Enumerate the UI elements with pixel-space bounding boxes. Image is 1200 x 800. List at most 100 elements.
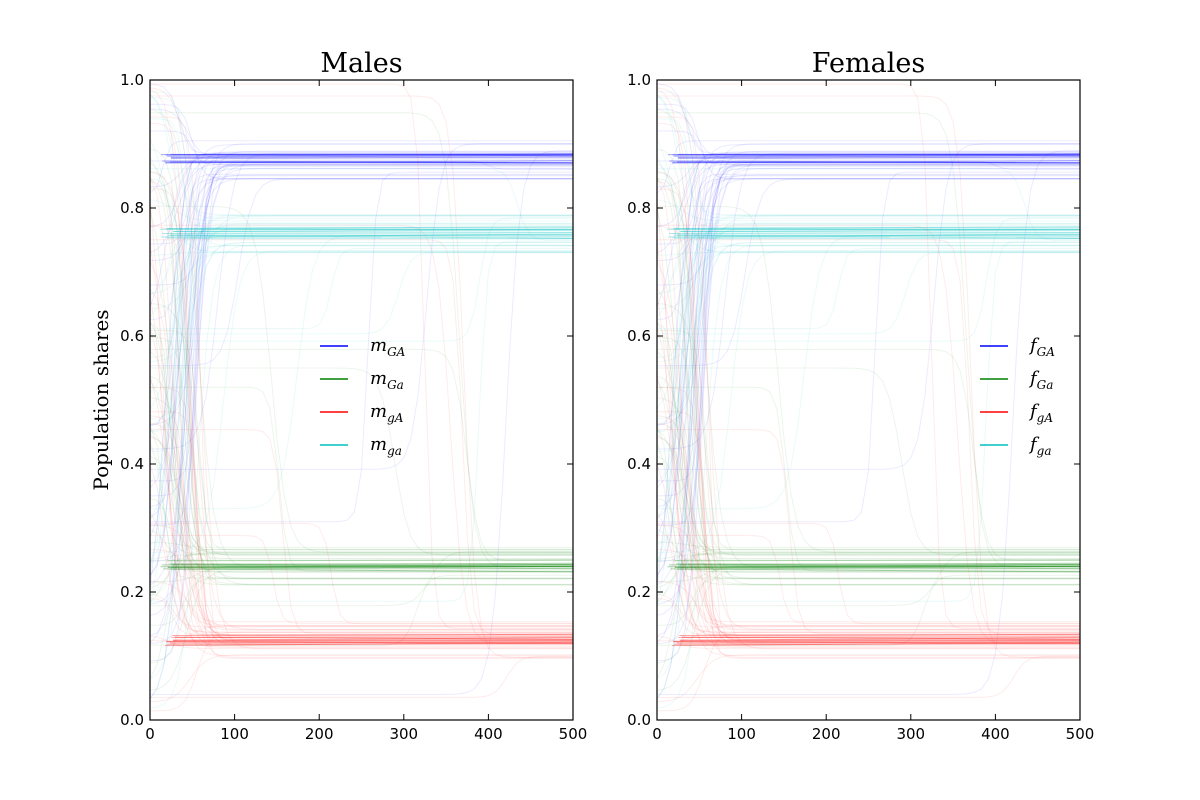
trajectory-f_gA [657,387,1080,645]
equilibrium-f_GA [669,160,1080,164]
trajectory-f_gA [657,411,1080,643]
x-tick-label: 200 [305,725,334,743]
equilibrium-f_ga [679,229,1080,232]
trajectory-m_gA [150,239,573,635]
trajectory-f_gA [657,655,1080,698]
trajectory-f_GA [657,174,1080,489]
trajectory-f_ga [657,247,1080,330]
trajectory-m_GA [150,178,573,576]
trajectory-m_Ga [150,554,573,560]
trajectory-m_Ga [150,578,573,626]
trajectory-f_GA [657,130,1080,165]
trajectory-m_GA [150,173,573,245]
equilibrium-m_ga [166,226,573,229]
trajectory-m_Ga [150,379,573,586]
y-tick-label: 1.0 [627,71,651,89]
trajectory-f_ga [657,91,1080,219]
trajectory-m_Ga [150,177,573,580]
trajectory-f_gA [657,239,1080,635]
equilibrium-m_ga [172,229,573,232]
trajectory-m_ga [150,242,573,680]
equilibrium-m_GA [165,153,573,156]
y-tick-label: 0.0 [627,711,651,729]
trajectory-f_Ga [657,553,1080,604]
trajectory-f_ga [657,227,1080,409]
trajectory-f_GA [657,155,1080,308]
equilibrium-f_ga [677,234,1080,237]
trajectory-f_Ga [657,351,1080,553]
trajectory-m_GA [150,103,573,180]
trajectory-m_ga [150,223,573,608]
trajectory-m_Ga [150,205,573,553]
trajectory-f_Ga [657,497,1080,555]
trajectory-f_gA [657,87,1080,650]
trajectory-m_gA [150,598,573,635]
trajectory-f_GA [657,156,1080,427]
trajectory-f_ga [657,252,1080,256]
equilibrium-m_gA [169,641,573,644]
trajectory-f_ga [657,231,1080,565]
trajectory-f_Ga [657,567,1080,664]
trajectory-m_Ga [150,497,573,555]
trajectory-m_gA [150,83,573,629]
equilibrium-m_gA [172,633,573,636]
trajectory-f_ga [657,237,1080,318]
equilibrium-m_ga [173,231,573,233]
trajectory-f_ga [657,137,1080,252]
trajectory-f_GA [657,153,1080,320]
trajectory-m_Ga [150,112,573,569]
trajectory-f_ga [657,215,1080,363]
trajectory-m_gA [150,635,573,649]
equilibrium-f_GA [677,154,1080,158]
equilibrium-f_Ga [667,565,1080,568]
trajectory-f_Ga [657,528,1080,573]
trajectory-f_GA [657,164,1080,497]
trajectory-m_gA [150,631,573,712]
trajectory-m_GA [150,144,573,577]
equilibrium-f_GA [677,161,1080,164]
trajectory-m_GA [150,155,573,308]
trajectory-f_Ga [657,578,1080,626]
trajectory-layer-males [150,83,573,712]
trajectory-m_gA [150,171,573,630]
trajectory-f_ga [657,223,1080,420]
trajectory-m_GA [150,152,573,188]
trajectory-m_gA [150,95,573,658]
trajectory-m_GA [150,152,573,450]
equilibrium-m_ga [161,233,573,238]
equilibrium-f_Ga [679,562,1080,566]
x-tick-label: 0 [652,725,662,743]
trajectory-f_Ga [657,574,1080,646]
trajectory-m_ga [150,229,573,596]
trajectory-m_Ga [150,553,573,604]
equilibrium-f_GA [677,153,1080,157]
y-tick-label: 0.6 [120,327,144,345]
equilibrium-m_GA [167,153,573,157]
equilibrium-f_Ga [674,566,1080,570]
trajectory-f_Ga [657,379,1080,586]
equilibrium-m_gA [166,640,573,642]
trajectory-f_Ga [657,434,1080,555]
trajectory-m_gA [150,511,573,633]
trajectory-f_GA [657,165,1080,482]
trajectory-f_Ga [657,442,1080,572]
trajectory-m_GA [150,165,573,526]
trajectory-f_ga [657,118,1080,253]
trajectory-m_gA [150,375,573,627]
trajectory-m_ga [150,237,573,318]
trajectory-f_ga [657,240,1080,602]
equilibrium-f_Ga [668,564,1080,568]
equilibrium-m_GA [171,156,573,159]
trajectory-f_GA [657,152,1080,188]
trajectory-m_ga [150,250,573,553]
trajectory-f_Ga [657,429,1080,573]
trajectory-f_ga [657,235,1080,510]
trajectory-f_gA [657,631,1080,712]
trajectory-f_gA [657,522,1080,625]
legend-label-m_Ga: mGa [370,368,404,392]
plot-frame-females [656,79,1081,721]
trajectory-f_gA [657,177,1080,647]
equilibrium-m_gA [164,641,573,647]
trajectory-m_gA [150,387,573,645]
trajectory-f_Ga [657,397,1080,585]
